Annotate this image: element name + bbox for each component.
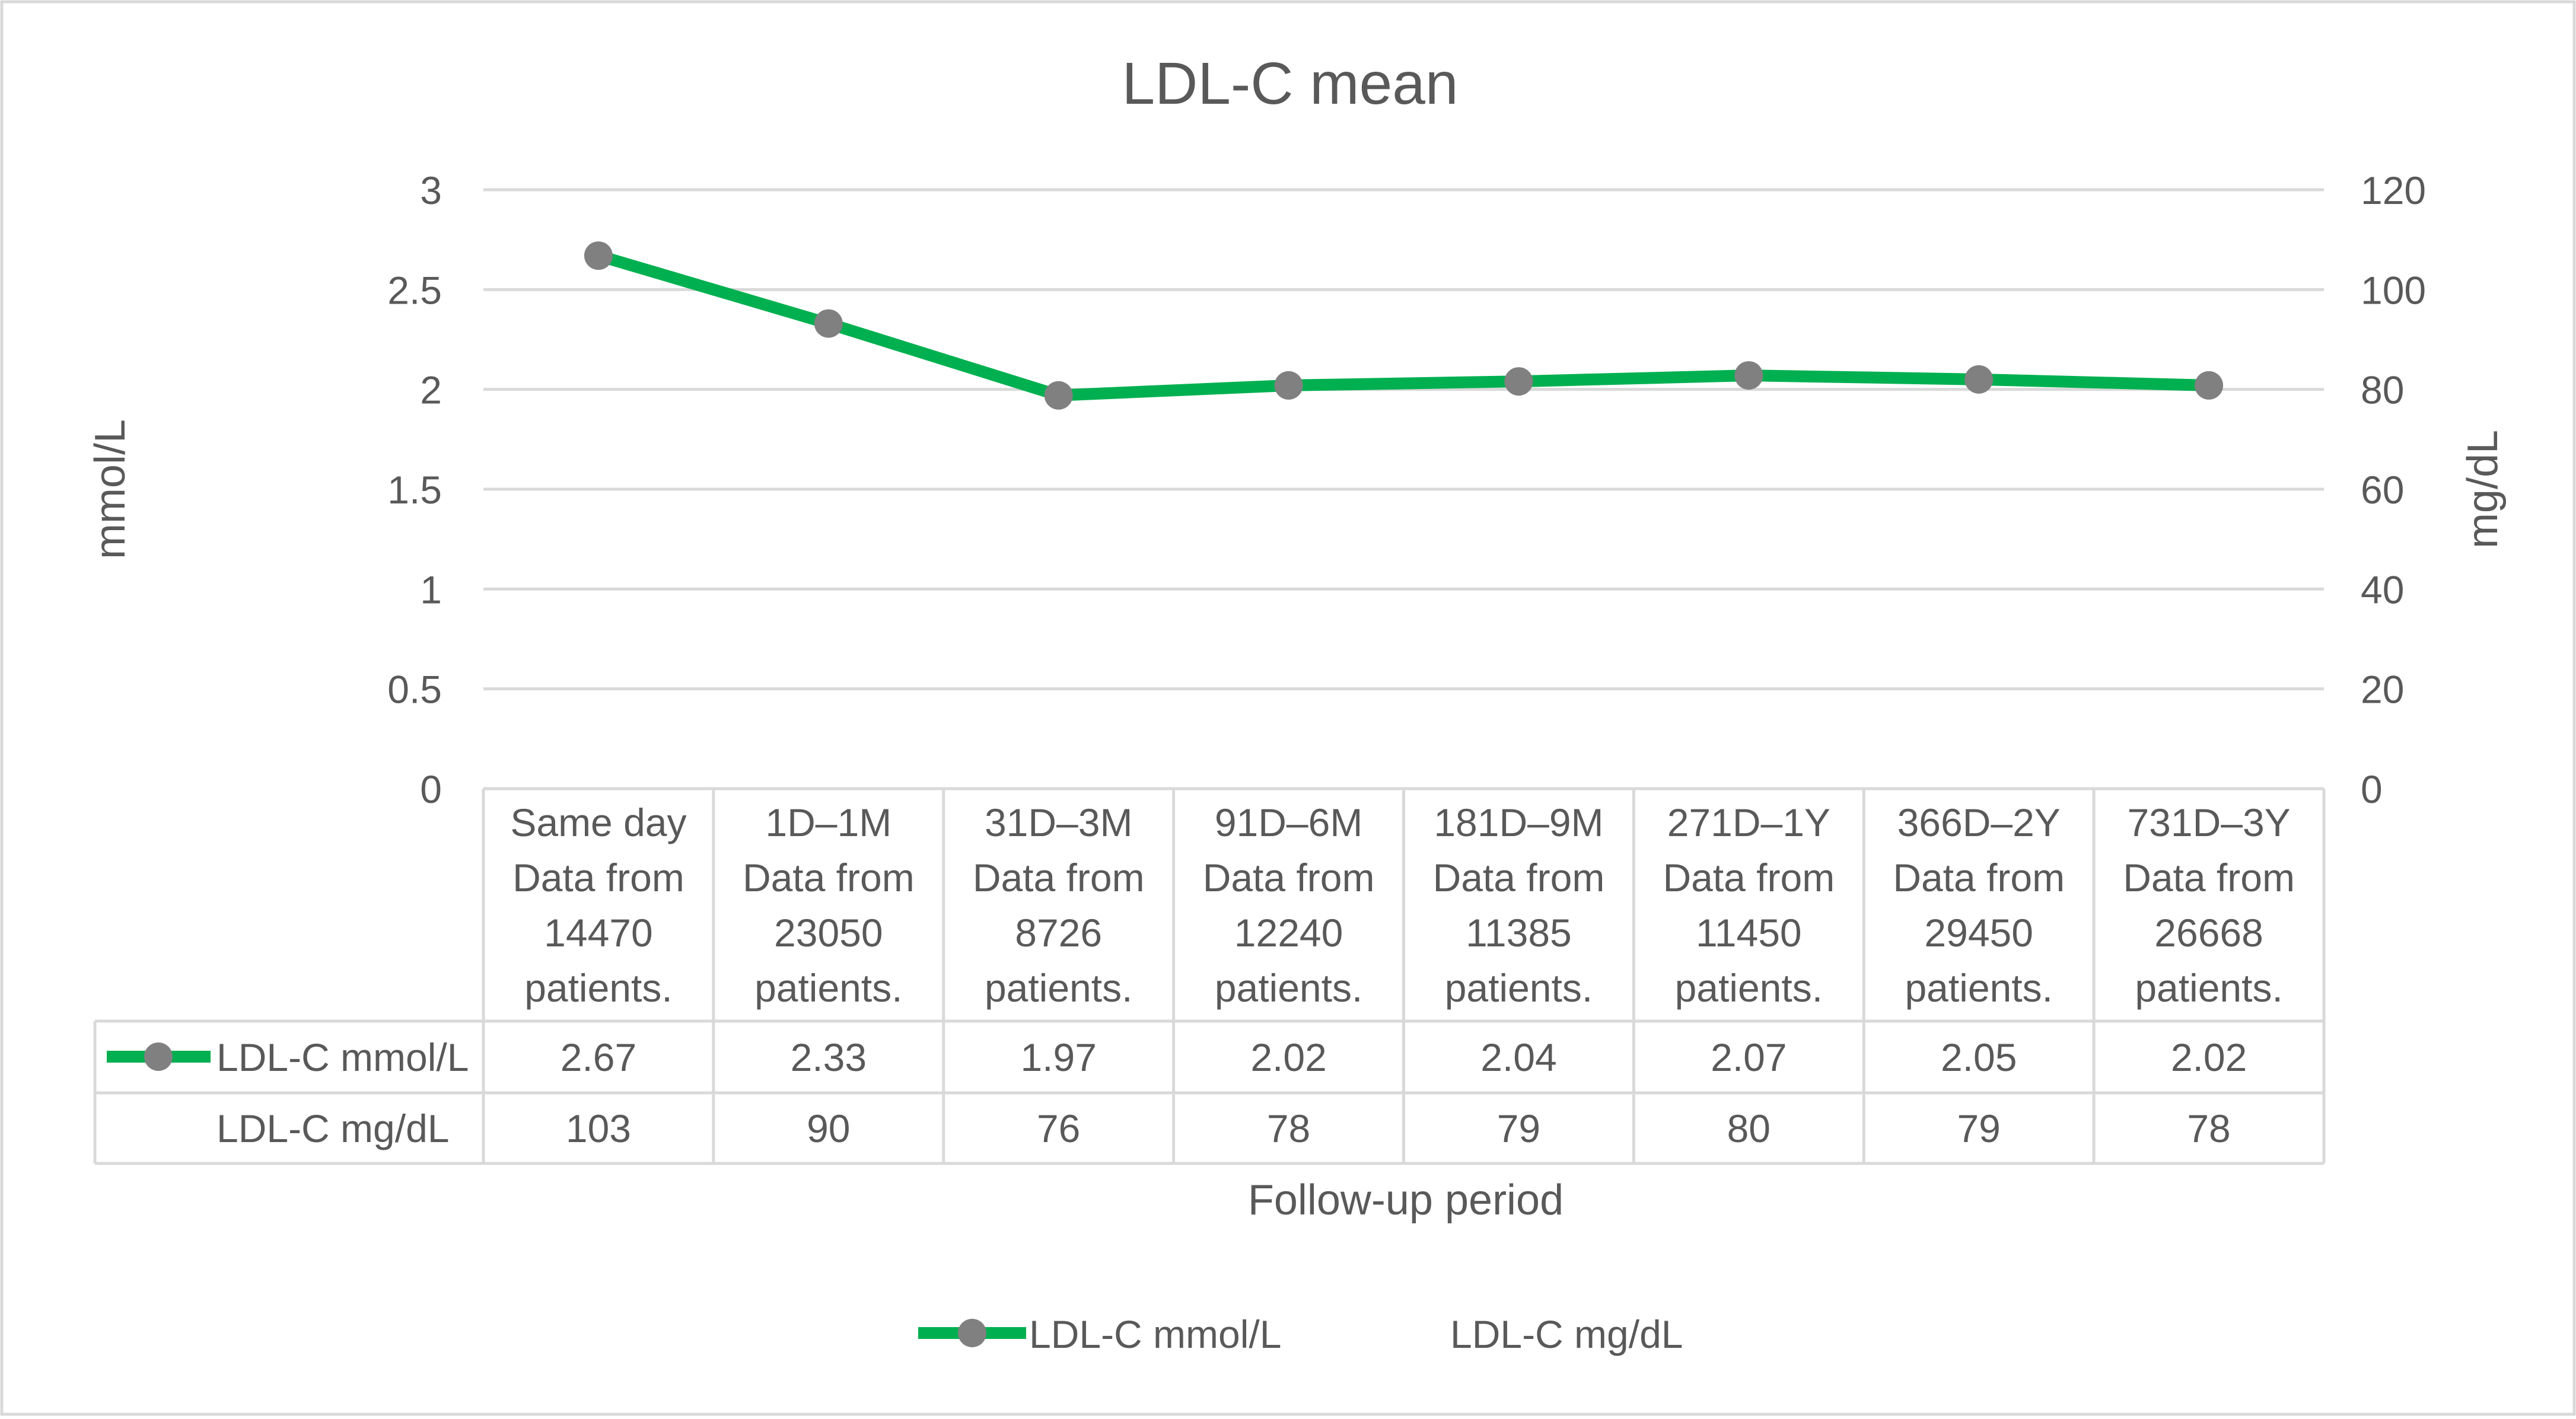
x-category-label: 271D–1Y Data from 11450 patients. [1663,801,1835,1010]
table-value: 79 [1957,1106,2000,1150]
x-category-label: 1D–1M Data from 23050 patients. [743,801,915,1010]
y-tick-label: 1.5 [387,468,442,512]
table-value: 2.02 [2171,1035,2247,1079]
legend: LDL-C mmol/L LDL-C mg/dL [918,1312,1683,1356]
table-value: 80 [1727,1106,1771,1150]
table-value: 76 [1037,1106,1080,1150]
table-value: 2.07 [1711,1035,1787,1079]
data-point [814,309,843,338]
table-series-name: LDL-C mg/dL [216,1106,450,1150]
table-value: 90 [807,1106,850,1150]
x-category-label: 366D–2Y Data from 29450 patients. [1893,801,2065,1010]
x-category-label: Same day Data from 14470 patients. [510,801,686,1010]
table-value: 2.33 [791,1035,867,1079]
x-category-label: 731D–3Y Data from 26668 patients. [2123,801,2295,1010]
data-point [1964,365,1994,394]
y2-tick-label: 40 [2361,567,2404,611]
y2-tick-label: 120 [2361,168,2426,212]
table-value: 78 [2187,1106,2230,1150]
table-value: 78 [1267,1106,1310,1150]
y-tick-label: 2 [420,368,442,412]
y2-tick-label: 60 [2361,468,2404,512]
y-tick-label: 0.5 [387,668,442,712]
legend-label-mgdl: LDL-C mg/dL [1450,1312,1683,1356]
y-axis-left: 0 0.5 1 1.5 2 2.5 3 [387,168,442,811]
legend-label-mmol: LDL-C mmol/L [1029,1312,1281,1356]
x-category-label: 31D–3M Data from 8726 patients. [973,801,1145,1010]
x-category-label: 181D–9M Data from 11385 patients. [1433,801,1605,1010]
table-value: 1.97 [1020,1035,1096,1079]
table-legend-marker [144,1042,173,1071]
y-axis-right-title: mg/dL [2459,430,2507,549]
data-table: Same day Data from 14470 patients. 1D–1M Data… [93,789,2326,1165]
data-point [584,241,613,270]
y-tick-label: 0 [420,767,442,811]
table-value: 103 [566,1106,631,1150]
y-axis-left-title: mmol/L [87,419,134,559]
y-tick-label: 1 [420,567,442,611]
y2-tick-label: 80 [2361,368,2404,412]
y2-tick-label: 20 [2361,668,2404,712]
x-category-label: 91D–6M Data from 12240 patients. [1203,801,1375,1010]
table-value: 79 [1497,1106,1540,1150]
data-point [1044,381,1073,410]
legend-marker-mmol [958,1319,986,1347]
series-line-mmol [597,250,2209,401]
y-tick-label: 2.5 [387,268,442,312]
data-point [1734,361,1763,390]
table-value: 2.02 [1250,1035,1326,1079]
table-value: 2.04 [1480,1035,1556,1079]
data-point [1504,367,1533,396]
table-series-name: LDL-C mmol/L [216,1035,469,1079]
table-value: 2.67 [561,1035,636,1079]
y2-tick-label: 100 [2361,268,2426,312]
y2-tick-label: 0 [2361,767,2383,811]
gridlines [483,188,2324,790]
data-point [2195,371,2224,400]
table-value: 2.05 [1941,1035,2017,1079]
data-point [1274,371,1303,400]
y-axis-right: 0 20 40 60 80 100 120 [2361,168,2426,811]
y-tick-label: 3 [420,168,442,212]
x-axis-title: Follow-up period [1248,1176,1564,1224]
series-layer [584,241,2224,410]
chart-title: LDL-C mean [1122,50,1459,117]
